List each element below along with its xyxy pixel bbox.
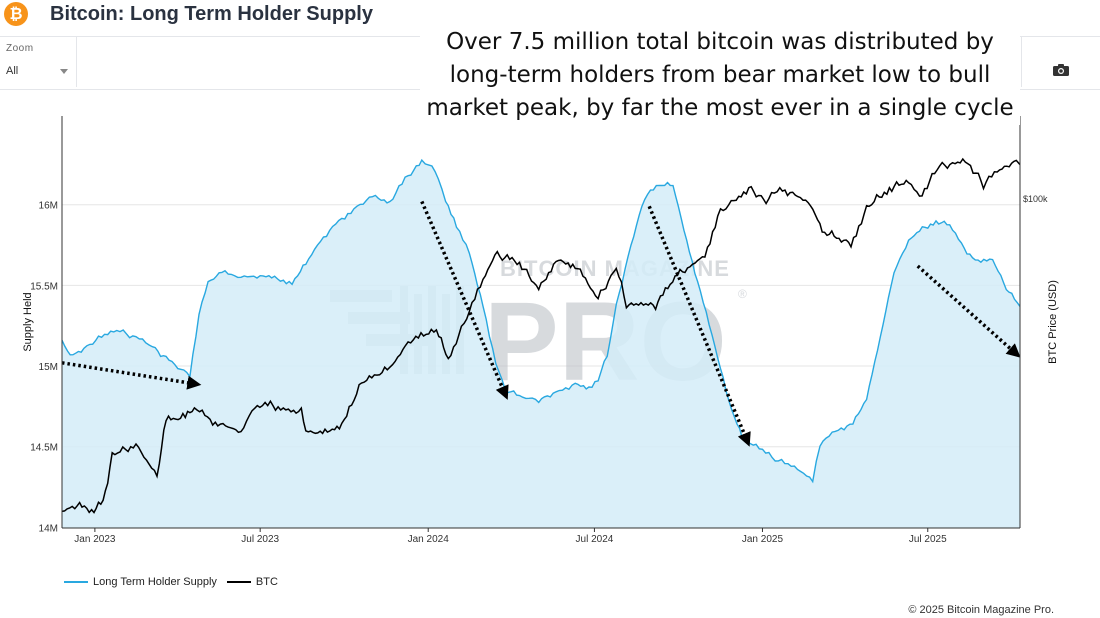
- zoom-select[interactable]: Zoom All: [0, 37, 77, 87]
- page-title: Bitcoin: Long Term Holder Supply: [50, 3, 373, 25]
- x-tick-label: Jul 2025: [909, 534, 947, 545]
- bitcoin-logo-icon: ₿: [4, 2, 28, 26]
- zoom-value: All: [6, 65, 19, 77]
- legend-swatch-lths: [64, 581, 88, 583]
- chart-annotation: Over 7.5 million total bitcoin was distr…: [420, 26, 1020, 125]
- annotation-arrow: [61, 361, 202, 390]
- annotation-arrow: [647, 205, 751, 447]
- watermark-registered-mark: ®: [738, 287, 747, 301]
- chevron-down-icon: [60, 69, 68, 74]
- camera-icon: [1053, 64, 1069, 76]
- y-axis-title-left: Supply Held: [22, 292, 34, 351]
- legend-swatch-btc: [226, 581, 251, 583]
- legend-label-btc: BTC: [255, 576, 278, 588]
- annotation-arrow: [420, 200, 509, 400]
- x-tick-label: Jul 2023: [241, 534, 279, 545]
- screenshot-button[interactable]: [1021, 37, 1100, 87]
- x-tick-label: Jan 2025: [742, 534, 784, 545]
- y-tick-label: 14.5M: [30, 443, 58, 454]
- zoom-label: Zoom: [6, 43, 34, 54]
- lths-area: [62, 160, 1020, 528]
- x-tick-label: Jan 2024: [408, 534, 450, 545]
- x-tick-label: Jan 2023: [74, 534, 116, 545]
- legend-label-lths: Long Term Holder Supply: [93, 576, 217, 588]
- y-tick-label: 15M: [39, 362, 58, 373]
- y-tick-label: 15.5M: [30, 281, 58, 292]
- chart-legend: Long Term Holder Supply BTC: [64, 576, 288, 588]
- header: ₿ Bitcoin: Long Term Holder Supply: [0, 0, 1100, 30]
- legend-item-btc[interactable]: BTC: [226, 576, 278, 588]
- legend-item-lths[interactable]: Long Term Holder Supply: [64, 576, 217, 588]
- y-right-tick-label: $100k: [1023, 194, 1048, 204]
- copyright: © 2025 Bitcoin Magazine Pro.: [908, 604, 1054, 616]
- y-tick-label: 14M: [39, 523, 58, 534]
- lths-line: [61, 158, 1021, 484]
- y-tick-label: 16M: [39, 201, 58, 212]
- btc-price-line: [61, 157, 1021, 514]
- x-tick-label: Jul 2024: [576, 534, 614, 545]
- y-axis-title-right: BTC Price (USD): [1047, 280, 1059, 364]
